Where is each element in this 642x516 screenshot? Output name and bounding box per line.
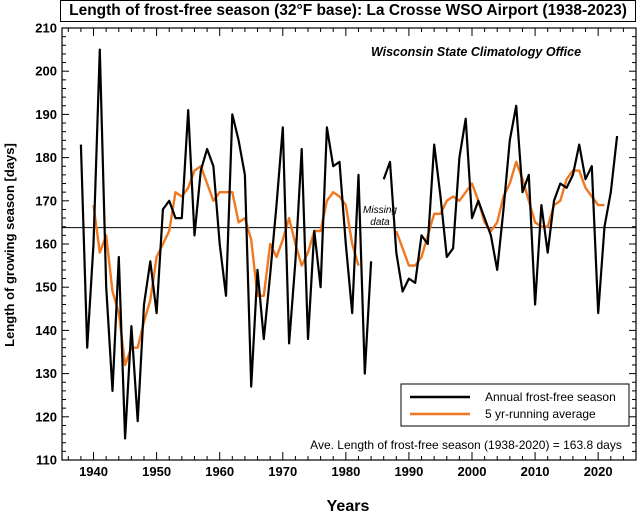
average-note: Ave. Length of frost-free season (1938-2… [310, 438, 622, 452]
series-layer [62, 48, 636, 440]
y-tick-label: 190 [35, 107, 57, 122]
x-tick-label: 2020 [584, 464, 613, 479]
x-tick-label: 2000 [458, 464, 487, 479]
x-tick-label: 1990 [394, 464, 423, 479]
y-tick-label: 200 [35, 64, 57, 79]
x-tick-label: 1970 [268, 464, 297, 479]
x-axis-title: Years [327, 498, 370, 515]
legend: Annual frost-free season 5 yr-running av… [400, 383, 630, 427]
missing-data-label-line1: Missing [363, 205, 397, 216]
annual-series-line-0 [79, 48, 373, 440]
y-tick-label: 180 [35, 150, 57, 165]
chart-title: Length of frost-free season (32°F base):… [60, 0, 636, 22]
legend-label-annual: Annual frost-free season [485, 390, 616, 404]
x-tick-label: 2010 [521, 464, 550, 479]
y-tick-label: 210 [35, 21, 57, 36]
y-tick-label: 110 [36, 453, 57, 468]
x-tick-label: 1940 [79, 464, 108, 479]
running-average-line-1 [395, 160, 605, 267]
missing-data-label-line2: data [370, 217, 390, 228]
x-tick-label: 1950 [142, 464, 171, 479]
x-tick-label: 1980 [331, 464, 360, 479]
x-tick-label: 1960 [205, 464, 234, 479]
y-tick-label: 170 [35, 193, 57, 208]
axes-layer: 110 120 130 140 150 160 170 180 190 200 210 1940 195… [35, 21, 637, 479]
chart-subtitle: Wisconsin State Climatology Office [371, 45, 581, 59]
y-tick-label: 140 [35, 323, 57, 338]
legend-label-running-average: 5 yr-running average [485, 407, 596, 421]
legend-box [400, 383, 630, 427]
y-tick-label: 150 [35, 280, 57, 295]
y-tick-label: 160 [35, 237, 57, 252]
y-tick-label: 120 [35, 409, 57, 424]
annual-series-line-1 [382, 104, 619, 315]
y-axis-title: Length of growing season [days] [2, 143, 17, 347]
y-tick-label: 130 [35, 366, 57, 381]
